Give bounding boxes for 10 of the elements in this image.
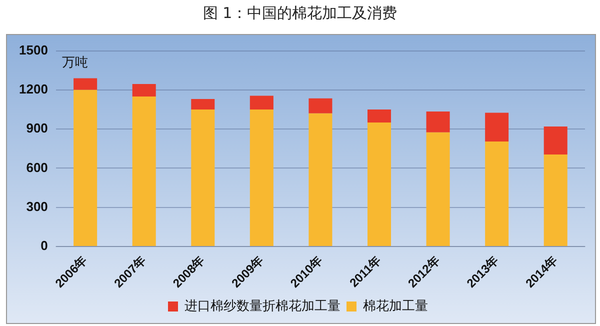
y-tick-label: 600 [26,160,48,175]
y-axis-title: 万吨 [62,56,88,71]
legend-label: 棉花加工量 [363,298,428,314]
y-tick-label: 1500 [19,42,48,58]
y-tick-label: 300 [26,198,48,214]
chart-title: 图 1：中国的棉花加工及消费 [202,4,398,23]
y-tick-label: 1200 [19,82,48,97]
legend-label: 进口棉纱数量折棉花加工量 [184,298,340,314]
y-tick-label: 0 [40,238,48,254]
y-tick-label: 900 [26,120,48,136]
